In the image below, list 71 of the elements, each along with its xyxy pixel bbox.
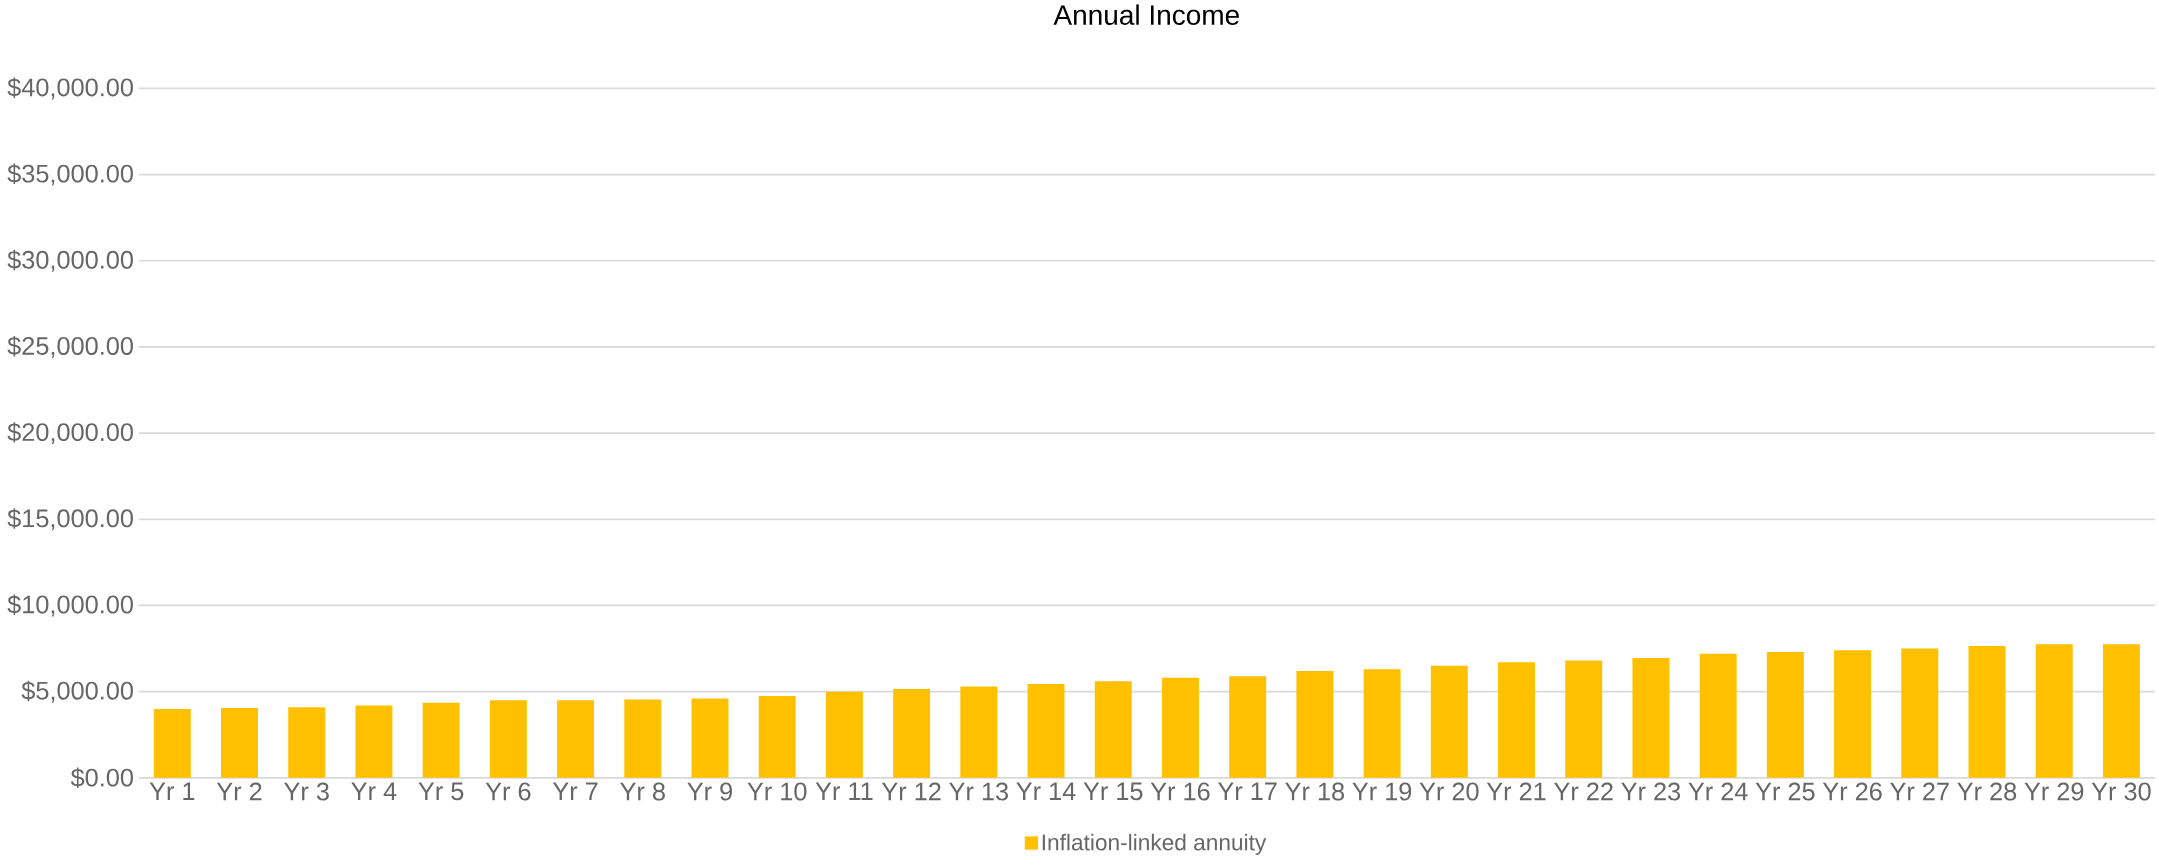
x-tick-label: Yr 20	[1419, 782, 1479, 801]
x-tick-label: Yr 1	[149, 782, 195, 801]
bar	[153, 708, 191, 778]
x-tick-label: Yr 19	[1352, 782, 1412, 801]
x-tick-label: Yr 5	[418, 782, 464, 801]
x-tick-label: Yr 17	[1217, 782, 1277, 801]
bar	[893, 689, 931, 778]
y-tick-label: $5,000.00	[21, 680, 133, 703]
bar	[1901, 648, 1939, 778]
bar	[1430, 665, 1468, 778]
x-tick-label: Yr 13	[949, 782, 1008, 801]
x-tick-label: Yr 8	[620, 782, 665, 801]
x-tick-label: Yr 29	[2024, 782, 2084, 801]
x-tick-label: Yr 30	[2091, 782, 2151, 801]
bar	[960, 686, 998, 778]
bar	[1229, 676, 1267, 778]
x-tick-label: Yr 16	[1150, 782, 1210, 801]
bar	[624, 699, 662, 778]
x-tick-label: Yr 2	[216, 782, 262, 801]
bar	[1027, 683, 1065, 778]
bar	[1363, 669, 1401, 778]
x-tick-label: Yr 21	[1486, 782, 1546, 801]
x-tick-label: Yr 6	[485, 782, 531, 801]
chart-title: Annual Income	[1053, 4, 1239, 26]
x-tick-label: Yr 9	[687, 782, 732, 801]
x-tick-label: Yr 24	[1688, 782, 1748, 801]
x-tick-label: Yr 12	[881, 782, 941, 801]
bar	[422, 702, 460, 778]
bar	[1565, 660, 1603, 778]
y-tick-label: $30,000.00	[7, 249, 133, 272]
bar	[1498, 662, 1535, 778]
x-tick-label: Yr 26	[1822, 782, 1882, 801]
y-tick-label: $25,000.00	[7, 336, 133, 358]
x-tick-label: Yr 15	[1083, 782, 1143, 801]
bar	[691, 698, 729, 778]
x-tick-label: Yr 14	[1016, 782, 1076, 801]
y-tick-label: $15,000.00	[7, 508, 133, 531]
y-tick-label: $10,000.00	[7, 594, 133, 617]
y-tick-label: $40,000.00	[7, 77, 133, 100]
bar	[489, 700, 527, 778]
bar	[825, 691, 863, 778]
x-tick-label: Yr 11	[815, 782, 873, 801]
bar	[1766, 652, 1804, 778]
x-tick-label: Yr 23	[1621, 782, 1681, 801]
y-tick-label: $35,000.00	[7, 163, 133, 186]
legend-label: Inflation-linked annuity	[1042, 833, 1267, 856]
bar	[355, 705, 393, 778]
bar	[1161, 677, 1199, 778]
x-tick-label: Yr 4	[351, 782, 397, 801]
bar	[1632, 658, 1670, 778]
bar	[1834, 650, 1872, 778]
bar	[1094, 681, 1132, 778]
bar	[2102, 644, 2140, 778]
bar	[288, 707, 326, 778]
bar	[1699, 653, 1737, 778]
x-tick-label: Yr 10	[747, 782, 807, 801]
y-tick-label: $0.00	[70, 767, 133, 789]
bar	[1296, 671, 1334, 778]
y-tick-label: $20,000.00	[7, 422, 133, 445]
bar	[758, 696, 796, 778]
x-tick-label: Yr 3	[284, 782, 329, 801]
bar	[221, 708, 258, 778]
x-tick-label: Yr 27	[1890, 782, 1949, 801]
x-tick-label: Yr 7	[552, 782, 598, 801]
x-tick-label: Yr 22	[1554, 782, 1613, 801]
bar	[2035, 644, 2073, 778]
bar	[1968, 646, 2006, 778]
bar	[557, 700, 595, 778]
x-tick-label: Yr 28	[1957, 782, 2017, 801]
x-tick-label: Yr 25	[1755, 782, 1815, 801]
x-tick-label: Yr 18	[1285, 782, 1345, 801]
